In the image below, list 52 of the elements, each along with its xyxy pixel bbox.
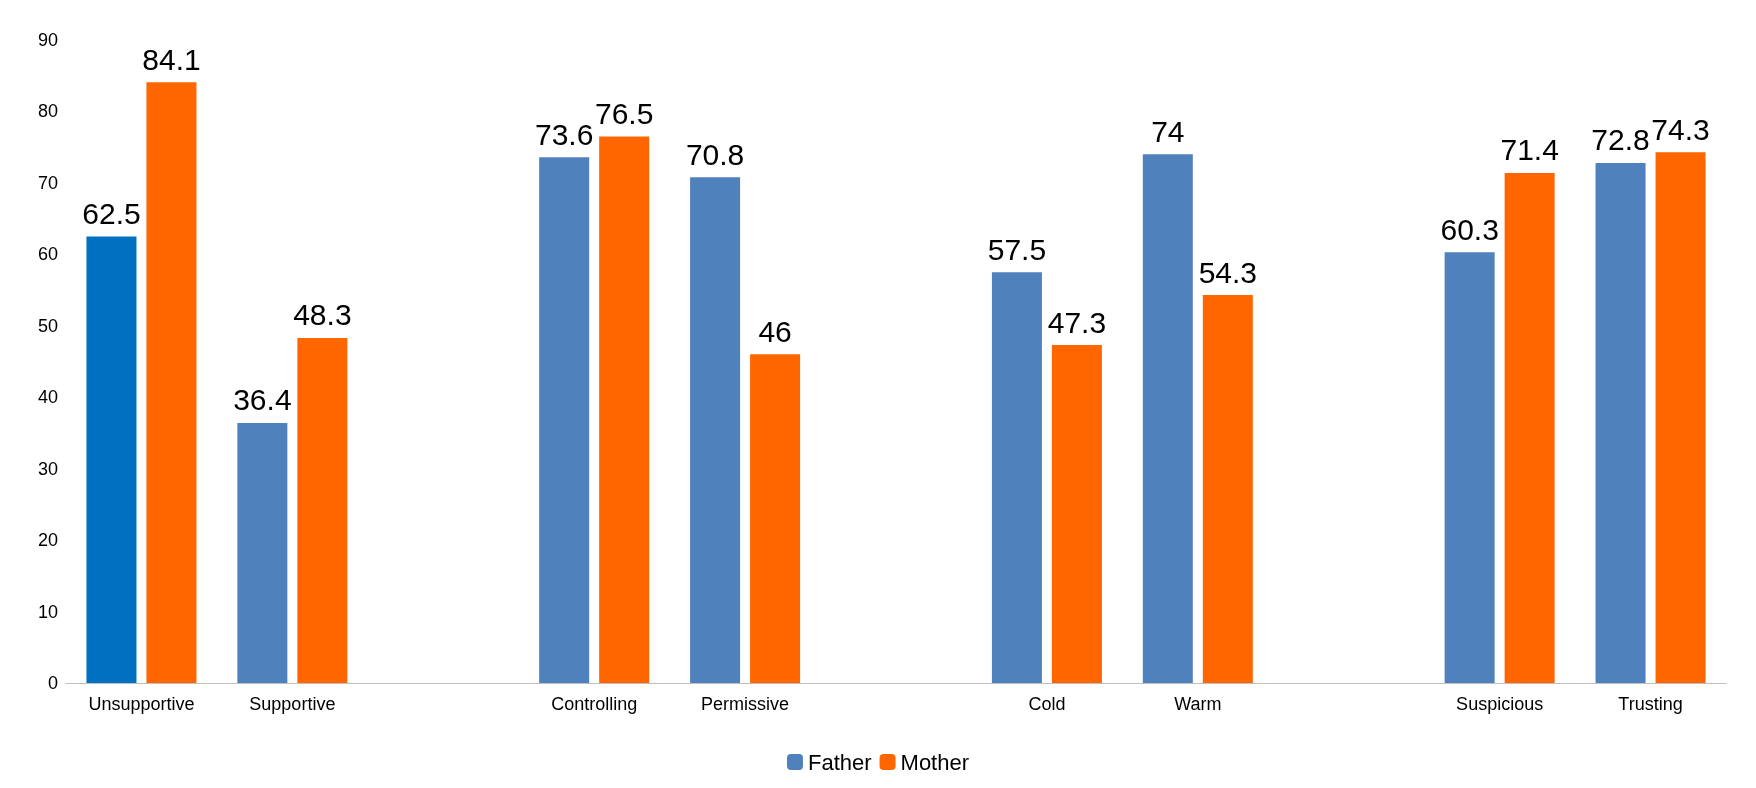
x-tick-label: Suspicious — [1456, 694, 1544, 714]
data-label: 74 — [1151, 114, 1185, 148]
x-tick-label: Trusting — [1618, 694, 1683, 714]
legend-label: Mother — [900, 749, 970, 775]
y-tick-label: 80 — [37, 101, 58, 122]
bar — [1655, 152, 1706, 683]
y-tick-label: 0 — [47, 673, 58, 693]
bar — [539, 157, 590, 683]
y-tick-label: 40 — [37, 387, 58, 408]
x-tick-label: Controlling — [551, 694, 638, 714]
bar — [991, 272, 1042, 683]
data-label: 36.4 — [233, 383, 292, 417]
y-tick-label: 10 — [37, 601, 58, 622]
data-label: 72.8 — [1591, 123, 1650, 157]
bar — [599, 136, 650, 683]
bar — [690, 177, 741, 683]
bar — [146, 82, 197, 683]
bar — [750, 354, 801, 683]
bar — [1142, 154, 1193, 683]
data-label: 74.3 — [1651, 112, 1710, 146]
data-label: 70.8 — [685, 137, 745, 171]
x-tick-label: Unsupportive — [88, 694, 195, 714]
data-label: 54.3 — [1198, 255, 1258, 289]
x-tick-label: Cold — [1028, 694, 1066, 714]
data-label: 47.3 — [1047, 305, 1107, 339]
data-label: 62.5 — [82, 196, 141, 230]
bar — [86, 236, 137, 683]
data-label: 46 — [758, 314, 792, 348]
bar — [237, 422, 288, 683]
bar — [297, 337, 348, 683]
bar — [1504, 172, 1555, 683]
x-tick-label: Warm — [1174, 694, 1222, 714]
x-tick-label: Supportive — [249, 694, 336, 714]
legend-label: Father — [807, 749, 872, 775]
y-tick-label: 60 — [37, 244, 58, 265]
data-label: 48.3 — [293, 298, 352, 332]
y-tick-label: 90 — [37, 30, 58, 50]
bar — [1595, 162, 1646, 683]
y-tick-label: 50 — [37, 315, 58, 336]
y-tick-label: 20 — [37, 530, 58, 551]
bar — [1051, 345, 1102, 683]
y-tick-label: 70 — [37, 172, 58, 193]
data-label: 71.4 — [1500, 133, 1559, 167]
bar — [1444, 252, 1495, 683]
data-label: 73.6 — [534, 117, 594, 151]
y-tick-label: 30 — [37, 458, 58, 479]
x-tick-label: Permissive — [701, 694, 790, 714]
data-label: 76.5 — [594, 96, 654, 130]
data-label: 84.1 — [142, 42, 201, 76]
bar — [1202, 295, 1253, 683]
data-label: 60.3 — [1440, 212, 1499, 246]
data-label: 57.5 — [987, 232, 1047, 266]
